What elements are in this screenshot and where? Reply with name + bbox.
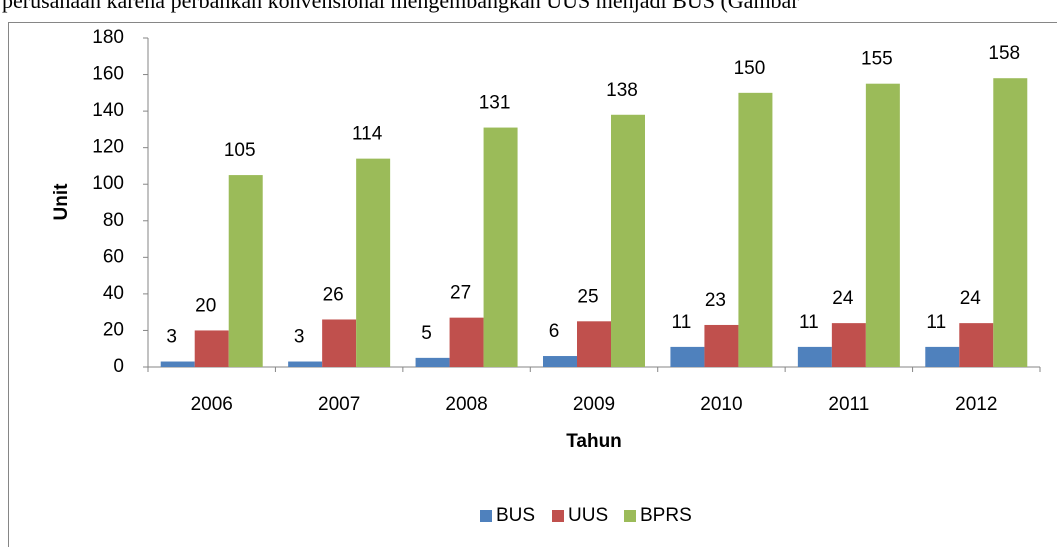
data-label: 3 <box>294 327 305 348</box>
y-tick-label: 140 <box>92 100 124 121</box>
bar <box>160 361 195 367</box>
bar <box>704 324 739 367</box>
data-label: 20 <box>195 295 216 316</box>
y-tick-label: 120 <box>92 137 124 158</box>
legend-swatch <box>552 510 564 522</box>
data-label: 150 <box>734 58 766 79</box>
bar <box>797 346 832 367</box>
y-tick-label: 80 <box>103 210 124 231</box>
bar <box>670 346 705 367</box>
legend-swatch <box>480 510 492 522</box>
bar <box>577 321 611 367</box>
data-label: 105 <box>224 140 256 161</box>
x-tick-label: 2007 <box>318 394 360 415</box>
y-tick-label: 40 <box>103 283 124 304</box>
bar <box>611 114 645 368</box>
x-tick-label: 2009 <box>573 394 615 415</box>
y-axis-title: Unit <box>51 183 72 221</box>
bar <box>993 78 1028 367</box>
x-tick-label: 2010 <box>700 394 742 415</box>
data-label: 6 <box>549 321 560 342</box>
bar <box>228 175 263 367</box>
bar <box>449 317 484 367</box>
y-tick-label: 160 <box>92 64 124 85</box>
data-label: 24 <box>960 288 982 309</box>
bar <box>415 357 450 367</box>
bar <box>865 83 900 367</box>
bar <box>831 323 866 367</box>
data-label: 11 <box>799 312 819 333</box>
data-label: 114 <box>352 124 383 145</box>
y-tick-label: 0 <box>113 356 124 377</box>
data-label: 5 <box>421 323 432 344</box>
legend-label: BPRS <box>640 505 692 526</box>
data-label: 24 <box>832 288 854 309</box>
bar <box>322 319 357 367</box>
x-tick-label: 2011 <box>828 394 869 415</box>
data-label: 155 <box>861 49 893 70</box>
x-tick-label: 2008 <box>445 394 487 415</box>
y-tick-label: 60 <box>103 246 124 267</box>
data-label: 11 <box>926 312 946 333</box>
bar <box>194 330 229 367</box>
bar <box>543 356 577 367</box>
bar <box>925 346 960 367</box>
bar <box>288 361 323 367</box>
bar <box>483 127 518 367</box>
x-tick-label: 2006 <box>191 394 233 415</box>
data-label: 23 <box>705 290 726 311</box>
x-axis-title: Tahun <box>566 431 622 452</box>
data-label: 158 <box>988 43 1020 64</box>
data-label: 11 <box>672 312 692 333</box>
document-text: perusahaan karena perbankan konvensional… <box>2 0 799 13</box>
chart-border <box>8 22 1057 547</box>
x-tick-label: 2012 <box>955 394 997 415</box>
data-label: 3 <box>166 327 177 348</box>
legend-swatch <box>624 510 636 522</box>
y-tick-label: 180 <box>92 27 124 48</box>
bar <box>738 92 773 367</box>
data-label: 131 <box>479 93 511 114</box>
legend-label: UUS <box>568 505 608 526</box>
y-tick-label: 100 <box>92 173 124 194</box>
data-label: 25 <box>577 286 598 307</box>
data-label: 27 <box>450 283 471 304</box>
legend-label: BUS <box>496 505 535 526</box>
data-label: 26 <box>323 284 344 305</box>
data-label: 138 <box>606 80 638 101</box>
y-tick-label: 20 <box>103 319 124 340</box>
bar <box>959 323 994 367</box>
bar <box>356 158 391 367</box>
